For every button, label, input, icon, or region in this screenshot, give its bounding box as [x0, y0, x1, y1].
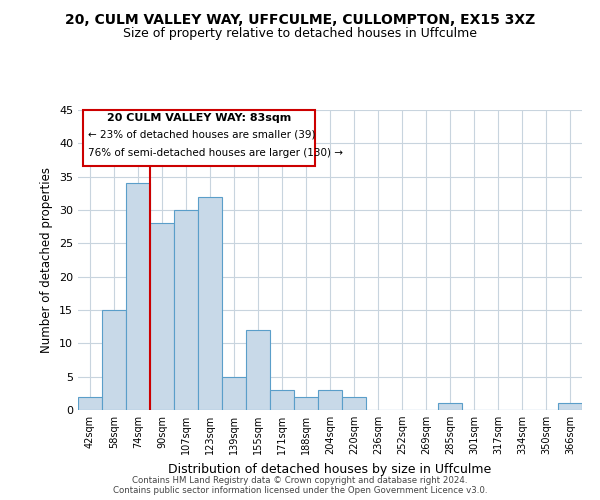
Bar: [318, 390, 342, 410]
Text: 76% of semi-detached houses are larger (130) →: 76% of semi-detached houses are larger (…: [88, 148, 343, 158]
Bar: [342, 396, 366, 410]
X-axis label: Distribution of detached houses by size in Uffculme: Distribution of detached houses by size …: [169, 462, 491, 475]
Text: Contains public sector information licensed under the Open Government Licence v3: Contains public sector information licen…: [113, 486, 487, 495]
Text: 20, CULM VALLEY WAY, UFFCULME, CULLOMPTON, EX15 3XZ: 20, CULM VALLEY WAY, UFFCULME, CULLOMPTO…: [65, 12, 535, 26]
Bar: [102, 310, 126, 410]
Text: ← 23% of detached houses are smaller (39): ← 23% of detached houses are smaller (39…: [88, 130, 316, 140]
Bar: [222, 376, 246, 410]
Text: Size of property relative to detached houses in Uffculme: Size of property relative to detached ho…: [123, 28, 477, 40]
Bar: [438, 404, 462, 410]
Bar: [294, 396, 318, 410]
Bar: [78, 396, 102, 410]
Y-axis label: Number of detached properties: Number of detached properties: [40, 167, 53, 353]
FancyBboxPatch shape: [83, 110, 315, 166]
Bar: [126, 184, 150, 410]
Text: 20 CULM VALLEY WAY: 83sqm: 20 CULM VALLEY WAY: 83sqm: [107, 113, 291, 123]
Bar: [558, 404, 582, 410]
Text: Contains HM Land Registry data © Crown copyright and database right 2024.: Contains HM Land Registry data © Crown c…: [132, 476, 468, 485]
Bar: [270, 390, 294, 410]
Bar: [246, 330, 270, 410]
Bar: [174, 210, 198, 410]
Bar: [198, 196, 222, 410]
Bar: [150, 224, 174, 410]
